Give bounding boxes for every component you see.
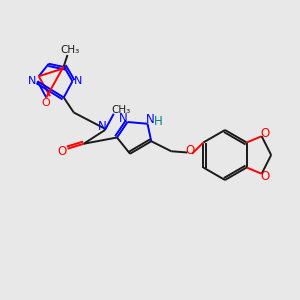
- Text: O: O: [260, 170, 269, 183]
- Text: N: N: [74, 76, 82, 86]
- Text: N: N: [28, 76, 36, 86]
- Text: O: O: [185, 144, 194, 157]
- Text: CH₃: CH₃: [60, 45, 80, 55]
- Text: H: H: [154, 115, 162, 128]
- Text: O: O: [42, 98, 51, 107]
- Text: CH₃: CH₃: [112, 105, 131, 115]
- Text: N: N: [146, 113, 155, 126]
- Text: N: N: [118, 112, 127, 125]
- Text: O: O: [57, 145, 67, 158]
- Text: O: O: [260, 127, 269, 140]
- Text: N: N: [98, 120, 107, 133]
